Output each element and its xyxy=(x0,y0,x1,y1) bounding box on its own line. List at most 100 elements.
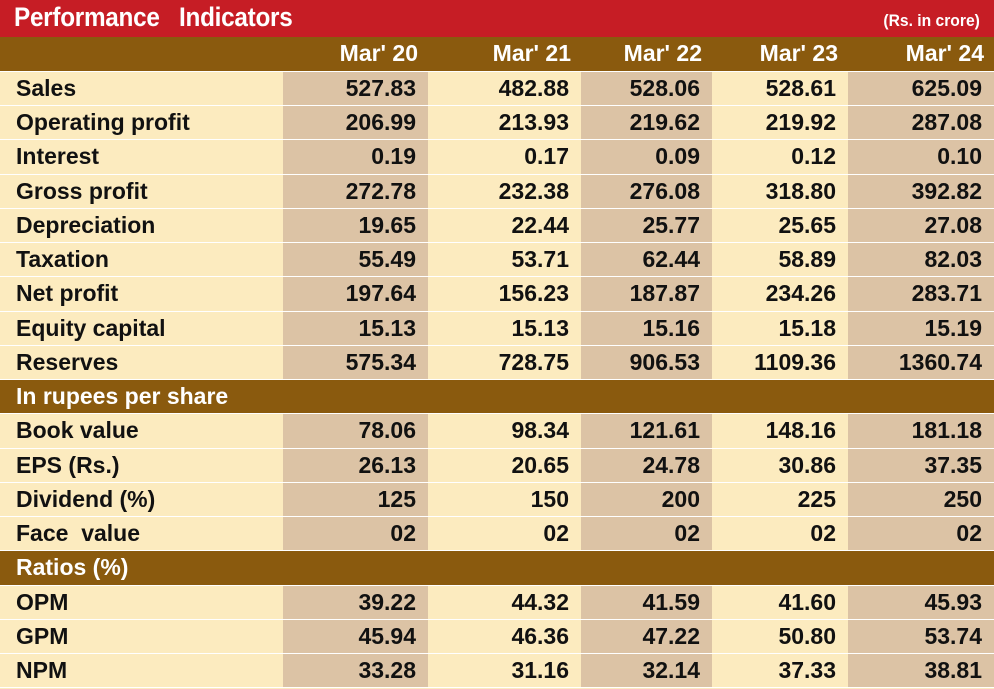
value-cell: 20.65 xyxy=(428,448,581,483)
value-cell: 200 xyxy=(581,482,712,518)
value-cell: 53.71 xyxy=(428,242,581,278)
value-cell: 232.38 xyxy=(428,174,581,209)
row-label: Book value xyxy=(0,413,283,449)
value-cell: 15.18 xyxy=(712,311,848,346)
value-cell: 53.74 xyxy=(848,619,994,655)
value-cell: 528.06 xyxy=(581,71,712,107)
table-row: Depreciation 19.65 22.44 25.77 25.65 27.08 xyxy=(0,208,994,244)
value-cell: 02 xyxy=(848,516,994,552)
table-row: Gross profit 272.78 232.38 276.08 318.80 392.… xyxy=(0,174,994,209)
table-row: Dividend (%) 125 150 200 225 250 xyxy=(0,482,994,518)
row-label: Interest xyxy=(0,139,283,175)
value-cell: 46.36 xyxy=(428,619,581,655)
value-cell: 728.75 xyxy=(428,345,581,381)
value-cell: 206.99 xyxy=(283,105,428,141)
value-cell: 26.13 xyxy=(283,448,428,483)
value-cell: 02 xyxy=(581,516,712,552)
value-cell: 283.71 xyxy=(848,276,994,312)
value-cell: 625.09 xyxy=(848,71,994,107)
value-cell: 150 xyxy=(428,482,581,518)
value-cell: 37.35 xyxy=(848,448,994,483)
section-heading-row: Ratios (%) xyxy=(0,550,994,586)
column-header: Mar' 24 xyxy=(848,37,994,72)
value-cell: 1109.36 xyxy=(712,345,848,381)
value-cell: 82.03 xyxy=(848,242,994,278)
table-row: OPM 39.22 44.32 41.59 41.60 45.93 xyxy=(0,585,994,620)
value-cell: 45.94 xyxy=(283,619,428,655)
value-cell: 50.80 xyxy=(712,619,848,655)
value-cell: 482.88 xyxy=(428,71,581,107)
value-cell: 213.93 xyxy=(428,105,581,141)
unit-note: (Rs. in crore) xyxy=(883,11,980,30)
row-label: Depreciation xyxy=(0,208,283,244)
value-cell: 392.82 xyxy=(848,174,994,209)
value-cell: 25.77 xyxy=(581,208,712,244)
row-label: OPM xyxy=(0,585,283,620)
value-cell: 78.06 xyxy=(283,413,428,449)
performance-table: Mar' 20 Mar' 21 Mar' 22 Mar' 23 Mar' 24 … xyxy=(0,37,994,689)
value-cell: 02 xyxy=(283,516,428,552)
value-cell: 287.08 xyxy=(848,105,994,141)
row-label: Equity capital xyxy=(0,311,283,346)
column-header: Mar' 21 xyxy=(428,37,581,72)
value-cell: 62.44 xyxy=(581,242,712,278)
column-header: Mar' 23 xyxy=(712,37,848,72)
value-cell: 125 xyxy=(283,482,428,518)
row-label: Sales xyxy=(0,71,283,107)
value-cell: 38.81 xyxy=(848,653,994,689)
value-cell: 98.34 xyxy=(428,413,581,449)
value-cell: 44.32 xyxy=(428,585,581,620)
value-cell: 41.59 xyxy=(581,585,712,620)
value-cell: 15.19 xyxy=(848,311,994,346)
table-body: Sales 527.83 482.88 528.06 528.61 625.09 Opera… xyxy=(0,71,994,689)
page-title: Performance Indicators xyxy=(14,2,293,32)
column-header-row: Mar' 20 Mar' 21 Mar' 22 Mar' 23 Mar' 24 xyxy=(0,37,994,72)
value-cell: 24.78 xyxy=(581,448,712,483)
value-cell: 30.86 xyxy=(712,448,848,483)
value-cell: 19.65 xyxy=(283,208,428,244)
header-blank-cell xyxy=(0,37,283,72)
value-cell: 225 xyxy=(712,482,848,518)
value-cell: 187.87 xyxy=(581,276,712,312)
row-label: Reserves xyxy=(0,345,283,381)
table-row: GPM 45.94 46.36 47.22 50.80 53.74 xyxy=(0,619,994,655)
value-cell: 37.33 xyxy=(712,653,848,689)
value-cell: 575.34 xyxy=(283,345,428,381)
value-cell: 156.23 xyxy=(428,276,581,312)
value-cell: 121.61 xyxy=(581,413,712,449)
row-label: Dividend (%) xyxy=(0,482,283,518)
table-row: Interest 0.19 0.17 0.09 0.12 0.10 xyxy=(0,139,994,175)
value-cell: 02 xyxy=(428,516,581,552)
value-cell: 0.19 xyxy=(283,139,428,175)
table-row: Net profit 197.64 156.23 187.87 234.26 283.71 xyxy=(0,276,994,312)
value-cell: 58.89 xyxy=(712,242,848,278)
value-cell: 0.12 xyxy=(712,139,848,175)
value-cell: 1360.74 xyxy=(848,345,994,381)
value-cell: 181.18 xyxy=(848,413,994,449)
column-header: Mar' 20 xyxy=(283,37,428,72)
value-cell: 27.08 xyxy=(848,208,994,244)
value-cell: 33.28 xyxy=(283,653,428,689)
value-cell: 02 xyxy=(712,516,848,552)
table-row: Book value 78.06 98.34 121.61 148.16 181.18 xyxy=(0,413,994,449)
value-cell: 906.53 xyxy=(581,345,712,381)
value-cell: 234.26 xyxy=(712,276,848,312)
table-row: Taxation 55.49 53.71 62.44 58.89 82.03 xyxy=(0,242,994,278)
table-row: EPS (Rs.) 26.13 20.65 24.78 30.86 37.35 xyxy=(0,448,994,483)
value-cell: 25.65 xyxy=(712,208,848,244)
value-cell: 250 xyxy=(848,482,994,518)
value-cell: 318.80 xyxy=(712,174,848,209)
value-cell: 15.13 xyxy=(428,311,581,346)
value-cell: 0.17 xyxy=(428,139,581,175)
value-cell: 47.22 xyxy=(581,619,712,655)
row-label: NPM xyxy=(0,653,283,689)
table-row: Equity capital 15.13 15.13 15.16 15.18 15.19 xyxy=(0,311,994,346)
section-heading-row: In rupees per share xyxy=(0,379,994,415)
value-cell: 148.16 xyxy=(712,413,848,449)
value-cell: 41.60 xyxy=(712,585,848,620)
value-cell: 0.09 xyxy=(581,139,712,175)
value-cell: 31.16 xyxy=(428,653,581,689)
value-cell: 0.10 xyxy=(848,139,994,175)
value-cell: 219.62 xyxy=(581,105,712,141)
section-heading: In rupees per share xyxy=(0,379,994,415)
